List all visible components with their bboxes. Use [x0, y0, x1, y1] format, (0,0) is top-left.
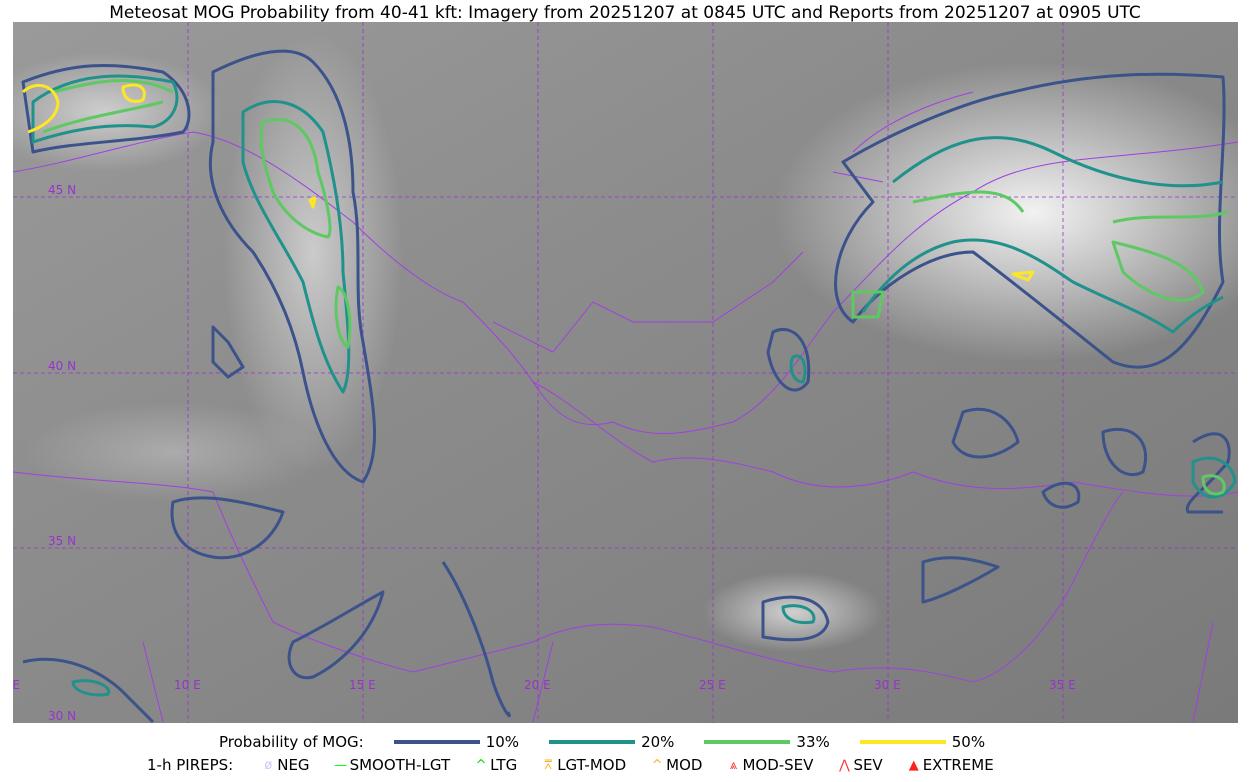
extreme-icon: ▲ — [908, 757, 919, 773]
probability-legend-title: Probability of MOG: — [219, 733, 364, 751]
mod-sev-icon: ⩓ — [729, 757, 738, 773]
swatch-10pct — [393, 740, 480, 744]
pirep-sev-label: SEV — [853, 756, 883, 774]
pirep-extreme-label: EXTREME — [922, 756, 994, 774]
level-20pct-label: 20% — [641, 733, 675, 751]
level-10pct-label: 10% — [485, 733, 520, 751]
lgt-mod-icon: ⩞ — [544, 757, 553, 773]
contour-33pct — [42, 78, 1229, 496]
lat-label-35n: 35 N — [48, 534, 76, 548]
neg-icon: ø — [264, 757, 273, 773]
lon-label-5e: 5 E — [13, 678, 20, 692]
smooth-lgt-icon: — — [334, 757, 348, 773]
pirep-smooth-lgt-label: SMOOTH-LGT — [349, 756, 451, 774]
satellite-map: 5 E 10 E 15 E 20 E 25 E 30 E 35 E 45 N 4… — [13, 22, 1238, 723]
chart-title: Meteosat MOG Probability from 40-41 kft:… — [109, 3, 1141, 23]
ltg-icon: ^ — [475, 757, 487, 773]
level-50pct-label: 50% — [951, 733, 986, 751]
lon-label-10e: 10 E — [174, 678, 201, 692]
lon-label-20e: 20 E — [524, 678, 551, 692]
pirep-ltg-label: LTG — [490, 756, 518, 774]
mod-icon: ^ — [651, 757, 663, 773]
swatch-33pct — [704, 740, 791, 744]
probability-legend: Probability of MOG: 10% 20% 33% 50% — [219, 733, 985, 751]
pirep-mod-label: MOD — [666, 756, 703, 774]
pirep-lgt-mod-label: LGT-MOD — [557, 756, 627, 774]
pireps-legend: 1-h PIREPS: ø NEG — SMOOTH-LGT ^ LTG ⩞ LGT-M… — [147, 756, 994, 774]
pireps-legend-title: 1-h PIREPS: — [147, 756, 234, 774]
sev-icon: ⋀ — [839, 757, 850, 773]
swatch-50pct — [859, 740, 946, 744]
level-33pct-label: 33% — [796, 733, 830, 751]
lon-label-30e: 30 E — [874, 678, 901, 692]
pirep-mod-sev-label: MOD-SEV — [742, 756, 814, 774]
swatch-20pct — [549, 740, 636, 744]
contour-50pct — [21, 83, 1035, 282]
lat-label-45n: 45 N — [48, 183, 76, 197]
lon-label-15e: 15 E — [349, 678, 376, 692]
lat-label-40n: 40 N — [48, 359, 76, 373]
lon-label-25e: 25 E — [699, 678, 726, 692]
contour-20pct — [31, 74, 1237, 697]
lon-label-35e: 35 E — [1049, 678, 1076, 692]
pirep-neg-label: NEG — [277, 756, 310, 774]
lat-label-30n: 30 N — [48, 709, 76, 723]
